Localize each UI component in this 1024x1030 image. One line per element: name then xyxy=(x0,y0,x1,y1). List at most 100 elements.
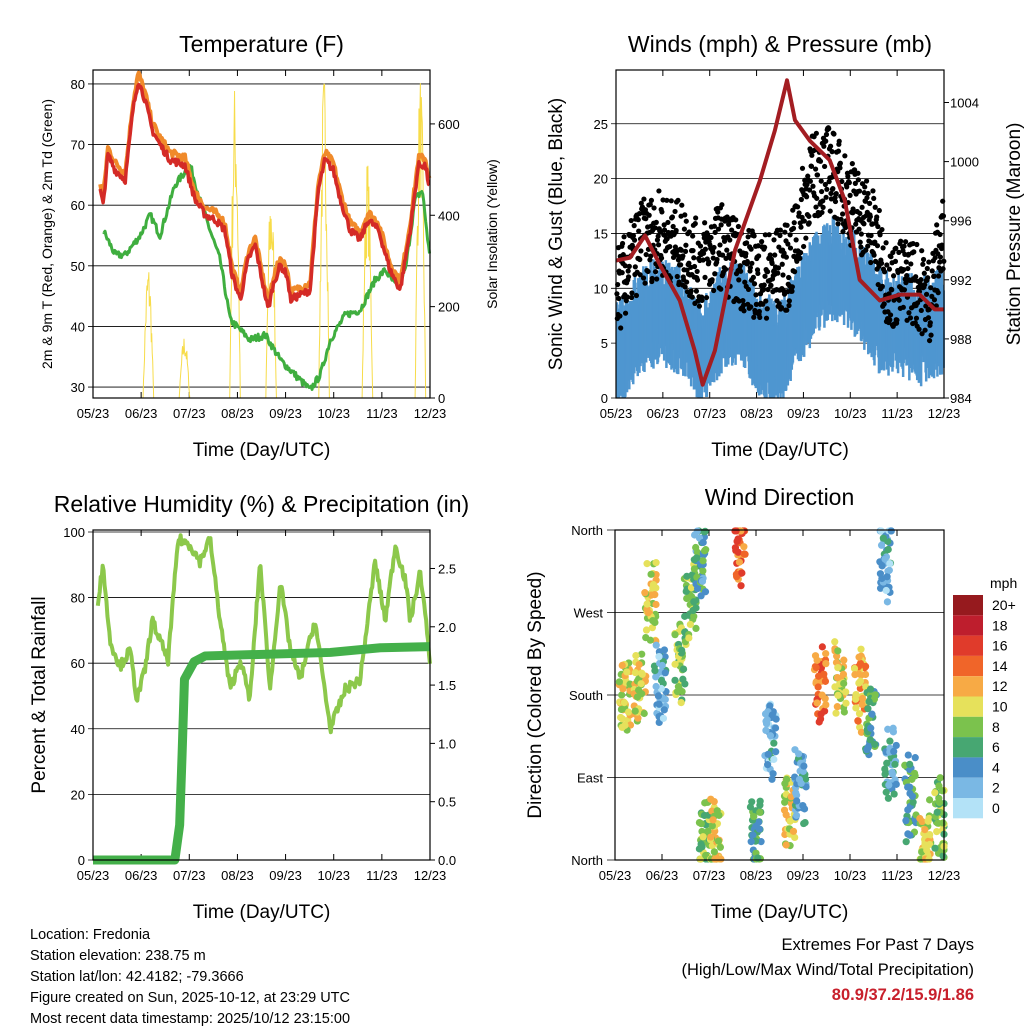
gust-point xyxy=(820,198,826,204)
gust-point xyxy=(804,194,810,200)
gust-point xyxy=(748,246,754,252)
direction-point xyxy=(883,759,891,767)
gust-point xyxy=(617,313,623,319)
gust-point xyxy=(660,197,666,203)
x-tick-label: 07/23 xyxy=(693,406,726,421)
direction-point xyxy=(693,585,702,593)
gust-point xyxy=(768,282,774,288)
direction-point xyxy=(864,743,872,751)
gust-point xyxy=(778,305,785,311)
gust-point xyxy=(844,184,850,190)
legend-label: 12 xyxy=(992,678,1008,694)
gust-point xyxy=(835,221,841,227)
direction-point xyxy=(757,838,765,846)
gust-point xyxy=(781,250,787,256)
direction-point xyxy=(740,550,748,558)
direction-point xyxy=(756,808,764,816)
gust-point xyxy=(829,149,835,155)
gust-point xyxy=(751,314,757,320)
direction-point xyxy=(699,567,707,575)
gust-point xyxy=(907,315,914,321)
gust-point xyxy=(703,294,710,301)
gust-point xyxy=(621,234,627,240)
direction-point xyxy=(709,816,717,824)
gust-point xyxy=(809,152,815,158)
gust-point xyxy=(842,153,848,159)
gust-point xyxy=(887,312,894,318)
direction-point xyxy=(931,789,939,797)
gust-point xyxy=(686,229,692,235)
gust-point xyxy=(702,274,708,280)
gust-point xyxy=(724,247,730,253)
panel-2: Winds (mph) & Pressure (mb) Time (Day/UTC… xyxy=(546,31,1024,461)
gust-point xyxy=(895,269,901,276)
plot-frame xyxy=(92,529,431,861)
gust-point xyxy=(619,240,626,247)
gust-point xyxy=(832,198,839,205)
direction-point xyxy=(643,560,651,568)
legend-title: mph xyxy=(990,575,1017,591)
recent-timestamp-text: Most recent data timestamp: 2025/10/12 2… xyxy=(30,1011,351,1027)
direction-point xyxy=(710,848,718,856)
gust-point xyxy=(696,303,703,309)
gust-point xyxy=(629,290,635,296)
plot-area xyxy=(614,78,947,398)
direction-point xyxy=(732,527,740,535)
gust-point xyxy=(625,274,632,280)
direction-point xyxy=(889,728,897,736)
direction-point xyxy=(801,775,810,783)
direction-point xyxy=(702,851,710,860)
gust-point xyxy=(803,235,809,241)
direction-point xyxy=(700,811,709,820)
direction-point xyxy=(626,721,635,729)
legend-swatch xyxy=(953,696,983,717)
gust-point xyxy=(751,233,757,239)
gust-point xyxy=(833,191,839,197)
gust-point xyxy=(877,232,883,238)
direction-point xyxy=(822,650,830,658)
gust-point xyxy=(670,223,676,230)
direction-point xyxy=(698,843,706,851)
x-tick-label: 10/23 xyxy=(834,406,867,421)
x-tick-label: 11/23 xyxy=(366,868,398,883)
y-axis-label-right: Station Pressure (Maroon) xyxy=(1004,123,1024,346)
legend-swatch xyxy=(953,655,983,677)
direction-point xyxy=(885,781,893,789)
precipitation-line xyxy=(93,642,431,865)
gust-point xyxy=(711,287,717,294)
legend-swatch xyxy=(953,777,983,798)
gust-point xyxy=(797,255,803,261)
gust-point xyxy=(712,229,718,235)
gust-point xyxy=(664,236,670,242)
direction-point xyxy=(850,664,859,673)
gust-point xyxy=(913,315,920,321)
direction-point xyxy=(699,833,707,841)
direction-point xyxy=(924,817,932,825)
direction-point xyxy=(885,566,893,574)
y-tick-label: 60 xyxy=(71,656,85,671)
panel-1: Temperature (F) Time (Day/UTC) 2m & 9m T (… xyxy=(39,31,500,461)
direction-point xyxy=(655,653,663,661)
direction-point xyxy=(661,669,669,677)
gust-point xyxy=(771,237,777,243)
gust-point xyxy=(837,165,843,171)
gust-point xyxy=(631,223,637,229)
gust-point xyxy=(637,272,643,278)
gust-point xyxy=(708,234,714,241)
direction-point xyxy=(780,806,789,814)
direction-point xyxy=(700,528,708,536)
gust-point xyxy=(824,186,830,192)
gust-point xyxy=(654,237,661,243)
gust-point xyxy=(784,222,790,228)
direction-point xyxy=(916,814,924,823)
plot-area xyxy=(93,70,432,399)
direction-point xyxy=(865,698,873,706)
direction-point xyxy=(791,833,799,842)
gust-point xyxy=(896,297,902,303)
gust-point xyxy=(759,239,765,245)
gust-point xyxy=(614,291,620,297)
humidity-line xyxy=(95,533,432,735)
gust-point xyxy=(740,298,746,304)
gust-point xyxy=(935,273,942,279)
gust-point xyxy=(632,264,638,270)
